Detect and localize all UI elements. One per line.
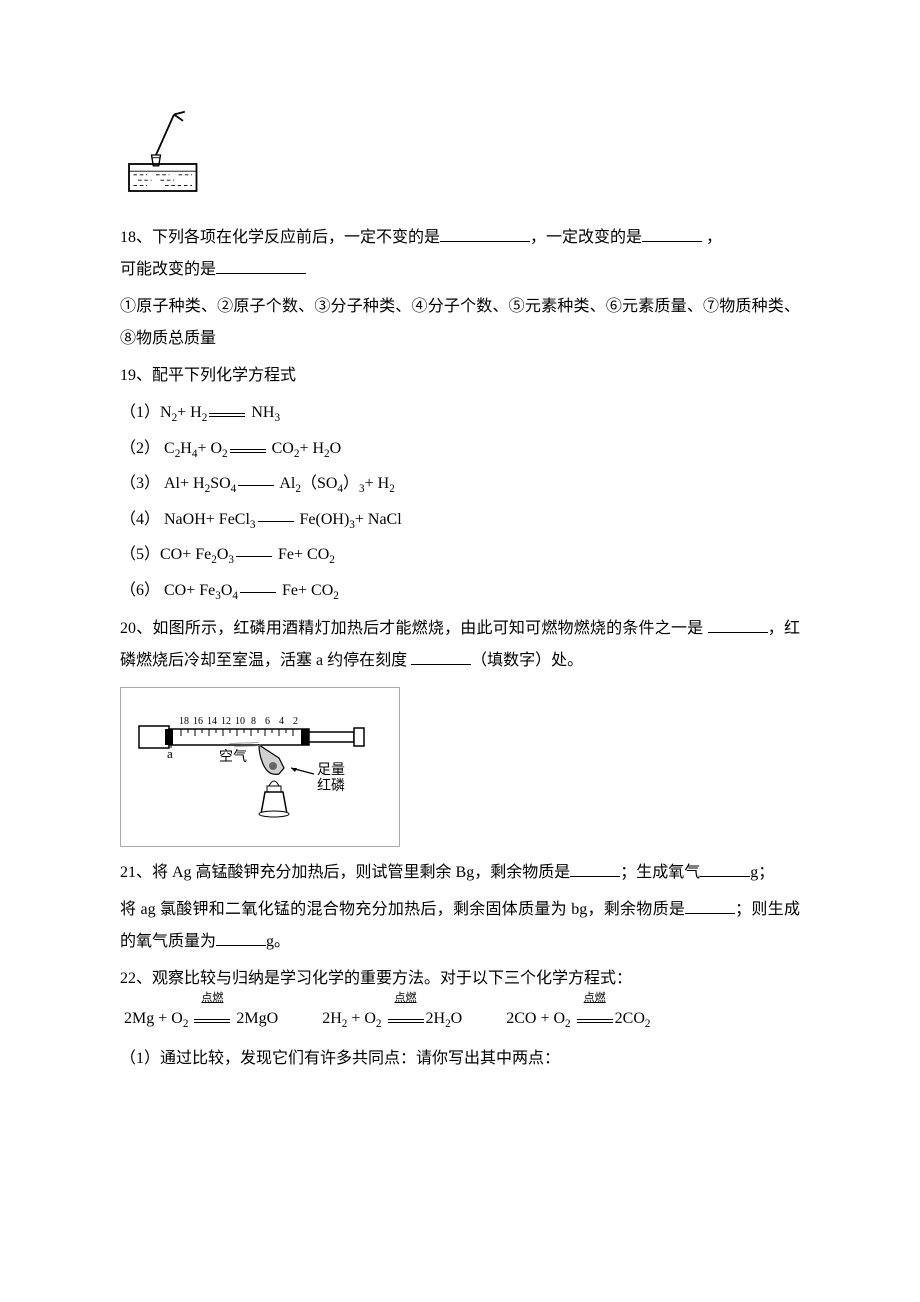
reaction-arrow-icon: 点燃 [575, 1003, 615, 1035]
q20-text-3: （填数字）处。 [471, 652, 583, 669]
condition-label: 点燃 [192, 987, 232, 1009]
reaction-arrow-icon [236, 468, 276, 500]
q20-blank-2 [411, 645, 471, 664]
q19-eq-1: （1）N2+ H2 NH3 [120, 397, 800, 430]
q21-text-1: 21、将 Ag 高锰酸钾充分加热后，则试管里剩余 Bg，剩余物质是 [120, 864, 570, 881]
q22-sub1-text: （1）通过比较，发现它们有许多共同点：请你写出其中两点： [120, 1050, 560, 1067]
condition-label: 点燃 [575, 987, 615, 1009]
question-21-part2: 将 ag 氯酸钾和二氧化锰的混合物充分加热后，剩余固体质量为 bg，剩余物质是；… [120, 894, 800, 958]
q18-text-4: 可能改变的是 [120, 261, 216, 278]
question-21: 21、将 Ag 高锰酸钾充分加热后，则试管里剩余 Bg，剩余物质是 ；生成氧气 g； [120, 857, 800, 889]
q21-text-3: g； [750, 864, 774, 881]
q19-title-text: 19、配平下列化学方程式 [120, 367, 296, 384]
reaction-arrow-icon [238, 575, 278, 607]
q21-blank-4 [216, 926, 266, 945]
q22-equations: 2Mg + O2 点燃 2MgO 2H2 + O2 点燃2H2O 2CO + O… [120, 1003, 800, 1036]
svg-text:10: 10 [235, 716, 245, 727]
reaction-arrow-icon: 点燃 [386, 1003, 426, 1035]
q22-eq-1: 2Mg + O2 点燃 2MgO [120, 1003, 278, 1036]
q20-text-1: 20、如图所示，红磷用酒精灯加热后才能燃烧，由此可知可燃物燃烧的条件之一是 [120, 620, 708, 637]
q22-eq-3: 2CO + O2 点燃2CO2 [506, 1003, 650, 1036]
q19-eq-6: （6） CO+ Fe3O4 Fe+ CO2 [120, 575, 800, 608]
svg-text:14: 14 [207, 716, 217, 727]
condition-label: 点燃 [386, 987, 426, 1009]
crucible-icon [120, 110, 210, 200]
question-18: 18、下列各项在化学反应前后，一定不变的是 ，一定改变的是 ， 可能改变的是 [120, 222, 800, 286]
svg-text:8: 8 [251, 716, 256, 727]
reaction-arrow-icon [234, 539, 274, 571]
experiment-figure: 18 16 14 12 10 8 6 4 2 a 空气 足量 红磷 [120, 687, 400, 847]
q18-blank-3 [216, 255, 306, 274]
q19-eq-2: （2） C2H4+ O2 CO2+ H2O [120, 433, 800, 466]
reaction-arrow-icon [207, 397, 247, 429]
question-19-title: 19、配平下列化学方程式 [120, 360, 800, 392]
q19-eq-3: （3） Al+ H2SO4 Al2（SO4）3+ H2 [120, 468, 800, 501]
q21-text-6: g。 [266, 933, 290, 950]
reaction-arrow-icon [228, 433, 268, 465]
sufficient-label: 足量 [317, 762, 345, 778]
svg-text:4: 4 [279, 716, 284, 727]
question-22-sub1: （1）通过比较，发现它们有许多共同点：请你写出其中两点： [120, 1043, 800, 1075]
question-18-options: ①原子种类、②原子个数、③分子种类、④分子个数、⑤元素种类、⑥元素质量、⑦物质种… [120, 291, 800, 355]
svg-text:12: 12 [221, 716, 231, 727]
question-20: 20、如图所示，红磷用酒精灯加热后才能燃烧，由此可知可燃物燃烧的条件之一是 ，红… [120, 613, 800, 677]
q21-blank-3 [685, 894, 735, 913]
q19-eq-4: （4） NaOH+ FeCl3 Fe(OH)3+ NaCl [120, 504, 800, 537]
q22-title-text: 22、观察比较与归纳是学习化学的重要方法。对于以下三个化学方程式： [120, 970, 632, 987]
q18-text-3: ， [702, 229, 722, 246]
red-phosphorus-label: 红磷 [317, 778, 345, 794]
q18-blank-1 [440, 223, 530, 242]
q20-blank-1 [708, 613, 768, 632]
q18-blank-2 [642, 223, 702, 242]
air-label: 空气 [219, 749, 247, 765]
q18-options-text: ①原子种类、②原子个数、③分子种类、④分子个数、⑤元素种类、⑥元素质量、⑦物质种… [120, 298, 800, 347]
q21-text-2: ；生成氧气 [620, 864, 700, 881]
q22-eq-2: 2H2 + O2 点燃2H2O [322, 1003, 462, 1036]
svg-text:6: 6 [265, 716, 270, 727]
svg-text:16: 16 [193, 716, 203, 727]
q21-blank-1 [570, 857, 620, 876]
reaction-arrow-icon: 点燃 [192, 1003, 232, 1035]
q18-text-2: ，一定改变的是 [530, 229, 642, 246]
crucible-figure [120, 110, 800, 212]
q18-text-1: 18、下列各项在化学反应前后，一定不变的是 [120, 229, 440, 246]
q19-eq-5: （5）CO+ Fe2O3 Fe+ CO2 [120, 539, 800, 572]
experiment-apparatus-icon: 18 16 14 12 10 8 6 4 2 a 空气 足量 红磷 [129, 696, 389, 826]
piston-label-a: a [167, 746, 173, 761]
svg-text:18: 18 [179, 716, 189, 727]
reaction-arrow-icon [256, 504, 296, 536]
svg-text:2: 2 [293, 716, 298, 727]
q21-text-4: 将 ag 氯酸钾和二氧化锰的混合物充分加热后，剩余固体质量为 bg，剩余物质是 [120, 901, 685, 918]
q21-blank-2 [700, 857, 750, 876]
